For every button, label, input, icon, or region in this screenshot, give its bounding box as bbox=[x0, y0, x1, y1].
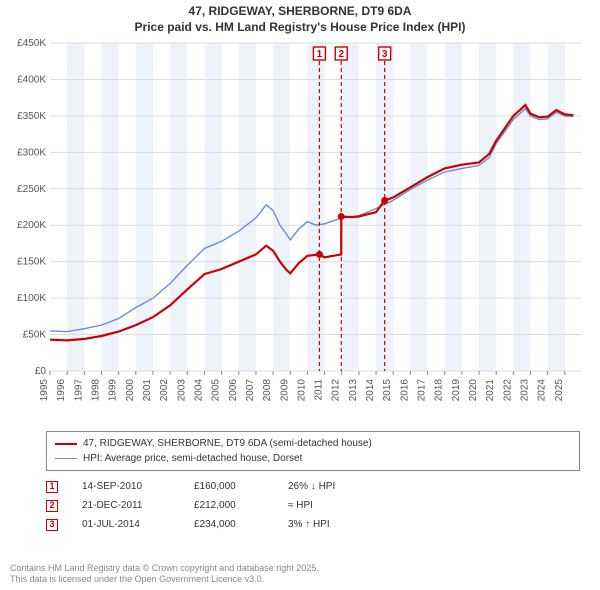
x-tick-label: 2000 bbox=[125, 379, 136, 402]
y-tick-label: £400K bbox=[17, 75, 46, 86]
x-tick-label: 2011 bbox=[314, 379, 325, 401]
x-tick-label: 2015 bbox=[382, 379, 393, 402]
x-tick-label: 2002 bbox=[159, 379, 170, 402]
x-tick-label: 2023 bbox=[520, 379, 531, 402]
sale-marker-dot bbox=[316, 251, 323, 258]
x-tick-label: 2024 bbox=[537, 379, 548, 402]
event-price: £212,000 bbox=[194, 496, 264, 515]
footer-credits: Contains HM Land Registry data © Crown c… bbox=[10, 563, 319, 586]
event-delta: ≈ HPI bbox=[288, 496, 313, 515]
sale-marker-dot bbox=[381, 197, 388, 204]
event-row: 1 14-SEP-2010 £160,000 26% ↓ HPI bbox=[46, 477, 580, 496]
year-band bbox=[513, 43, 530, 371]
year-band bbox=[239, 43, 256, 371]
year-band bbox=[410, 43, 427, 371]
legend-row-secondary: HPI: Average price, semi-detached house,… bbox=[55, 451, 571, 466]
event-date: 21-DEC-2011 bbox=[82, 496, 170, 515]
event-marker: 1 bbox=[46, 481, 58, 493]
year-band bbox=[170, 43, 187, 371]
x-tick-label: 2019 bbox=[451, 379, 462, 402]
legend: 47, RIDGEWAY, SHERBORNE, DT9 6DA (semi-d… bbox=[46, 431, 580, 471]
events-table: 1 14-SEP-2010 £160,000 26% ↓ HPI 2 21-DEC-201… bbox=[46, 477, 580, 534]
x-tick-label: 2012 bbox=[331, 379, 342, 402]
year-band bbox=[307, 43, 324, 371]
chart-svg: £0 £50K £100K £150K £200K £250K £300K £350K £400… bbox=[10, 37, 590, 427]
y-tick-label: £450K bbox=[17, 38, 46, 49]
x-tick-label: 2016 bbox=[399, 379, 410, 402]
sale-marker-dot bbox=[338, 213, 345, 220]
legend-swatch-secondary bbox=[55, 458, 77, 459]
event-marker: 2 bbox=[46, 500, 58, 512]
year-band bbox=[342, 43, 359, 371]
x-tick-label: 1997 bbox=[73, 379, 84, 402]
x-tick-label: 2007 bbox=[245, 379, 256, 402]
x-tick-label: 2020 bbox=[468, 379, 479, 402]
event-date: 01-JUL-2014 bbox=[82, 515, 170, 534]
footer-line-1: Contains HM Land Registry data © Crown c… bbox=[10, 563, 319, 575]
x-tick-label: 1999 bbox=[108, 379, 119, 402]
x-tick-label: 1998 bbox=[90, 379, 101, 402]
sale-marker-number: 1 bbox=[317, 49, 323, 60]
x-tick-label: 2018 bbox=[434, 379, 445, 402]
year-band bbox=[445, 43, 462, 371]
legend-row-primary: 47, RIDGEWAY, SHERBORNE, DT9 6DA (semi-d… bbox=[55, 436, 571, 451]
legend-label-secondary: HPI: Average price, semi-detached house,… bbox=[83, 451, 302, 466]
year-band bbox=[273, 43, 290, 371]
x-tick-label: 2001 bbox=[142, 379, 153, 402]
event-row: 3 01-JUL-2014 £234,000 3% ↑ HPI bbox=[46, 515, 580, 534]
footer-line-2: This data is licensed under the Open Gov… bbox=[10, 574, 319, 586]
y-tick-label: £150K bbox=[17, 257, 46, 268]
x-tick-label: 2004 bbox=[193, 379, 204, 402]
y-tick-label: £200K bbox=[17, 220, 46, 231]
chart-area: £0 £50K £100K £150K £200K £250K £300K £350K £400… bbox=[10, 37, 590, 427]
title-line-1: 47, RIDGEWAY, SHERBORNE, DT9 6DA bbox=[0, 4, 600, 20]
x-tick-label: 2003 bbox=[176, 379, 187, 402]
x-tick-label: 2013 bbox=[348, 379, 359, 402]
x-tick-label: 2009 bbox=[279, 379, 290, 402]
event-delta: 3% ↑ HPI bbox=[288, 515, 330, 534]
x-tick-label: 2014 bbox=[365, 379, 376, 402]
legend-label-primary: 47, RIDGEWAY, SHERBORNE, DT9 6DA (semi-d… bbox=[83, 436, 372, 451]
y-tick-label: £350K bbox=[17, 111, 46, 122]
title-line-2: Price paid vs. HM Land Registry's House … bbox=[0, 20, 600, 36]
year-band bbox=[479, 43, 496, 371]
y-tick-label: £300K bbox=[17, 148, 46, 159]
event-date: 14-SEP-2010 bbox=[82, 477, 170, 496]
y-tick-label: £0 bbox=[35, 366, 47, 377]
x-tick-label: 1995 bbox=[39, 379, 50, 402]
event-price: £234,000 bbox=[194, 515, 264, 534]
x-tick-label: 2010 bbox=[296, 379, 307, 402]
event-delta: 26% ↓ HPI bbox=[288, 477, 335, 496]
x-tick-label: 2025 bbox=[554, 379, 565, 402]
x-tick-label: 1996 bbox=[56, 379, 67, 402]
event-marker: 3 bbox=[46, 519, 58, 531]
year-band bbox=[548, 43, 565, 371]
event-row: 2 21-DEC-2011 £212,000 ≈ HPI bbox=[46, 496, 580, 515]
sale-marker-number: 2 bbox=[338, 49, 344, 60]
event-price: £160,000 bbox=[194, 477, 264, 496]
y-tick-label: £100K bbox=[17, 293, 46, 304]
chart-title: 47, RIDGEWAY, SHERBORNE, DT9 6DA Price p… bbox=[0, 0, 600, 37]
y-tick-label: £50K bbox=[23, 330, 47, 341]
x-tick-label: 2022 bbox=[502, 379, 513, 402]
x-tick-label: 2006 bbox=[228, 379, 239, 402]
legend-swatch-primary bbox=[55, 443, 77, 445]
x-tick-label: 2021 bbox=[485, 379, 496, 402]
x-tick-label: 2017 bbox=[417, 379, 428, 402]
sale-marker-number: 3 bbox=[382, 49, 388, 60]
x-tick-label: 2005 bbox=[211, 379, 222, 402]
y-tick-label: £250K bbox=[17, 184, 46, 195]
x-tick-label: 2008 bbox=[262, 379, 273, 402]
year-band bbox=[67, 43, 84, 371]
year-band bbox=[204, 43, 221, 371]
